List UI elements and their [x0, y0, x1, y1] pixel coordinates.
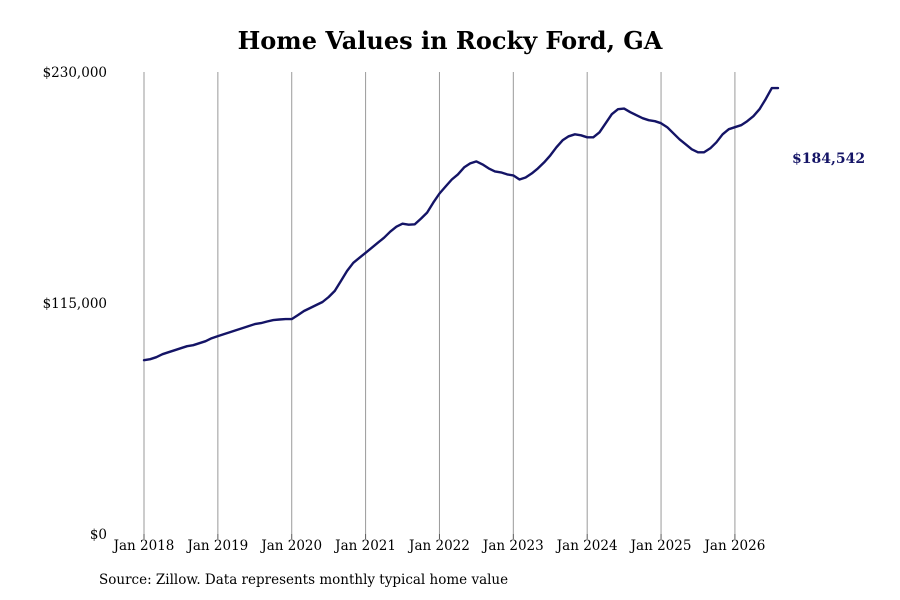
series-group: $184,542	[142, 86, 865, 362]
x-tick-label: Jan 2024	[555, 538, 618, 554]
series-line	[142, 86, 780, 362]
y-axis-tick-labels: $0 $115,000 $230,000	[43, 65, 107, 543]
y-tick-label: $0	[90, 527, 107, 543]
x-axis-tick-labels: Jan 2018 Jan 2019 Jan 2020 Jan 2021 Jan 2022…	[112, 538, 766, 554]
vertical-gridlines	[143, 72, 736, 539]
x-tick-label: Jan 2021	[333, 538, 396, 554]
x-tick-label: Jan 2020	[259, 538, 322, 554]
x-tick-label: Jan 2019	[185, 538, 248, 554]
latest-value-label: $184,542	[792, 151, 865, 167]
y-tick-label: $115,000	[43, 296, 107, 312]
x-tick-label: Jan 2023	[481, 538, 544, 554]
y-tick-label: $230,000	[43, 65, 107, 81]
source-note: Source: Zillow. Data represents monthly …	[99, 572, 509, 588]
x-tick-label: Jan 2025	[629, 538, 692, 554]
chart-title: Home Values in Rocky Ford, GA	[237, 26, 663, 55]
x-tick-label: Jan 2022	[407, 538, 470, 554]
x-tick-label: Jan 2026	[703, 538, 766, 554]
x-tick-label: Jan 2018	[112, 538, 175, 554]
